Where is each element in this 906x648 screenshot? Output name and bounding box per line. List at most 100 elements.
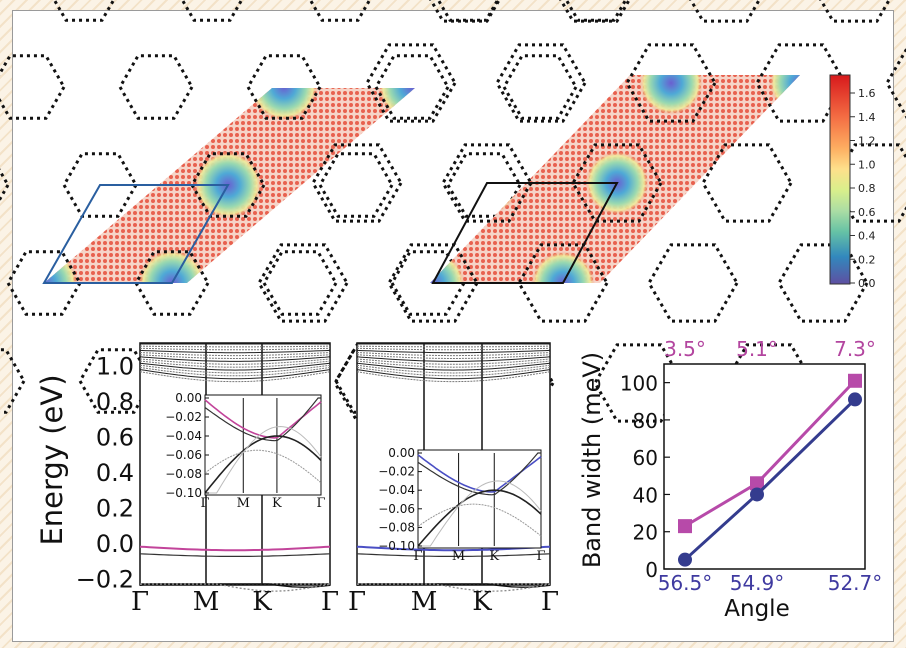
inset-k-label: K <box>272 496 282 511</box>
bandwidth-axis-label: Band width (meV) <box>578 352 606 568</box>
conduction-band-line <box>356 371 551 383</box>
inset-ytick-label: −0.02 <box>378 465 415 479</box>
angle-axis-label: Angle <box>724 596 789 622</box>
domain-wall <box>436 0 500 22</box>
conduction-band-line <box>139 362 331 371</box>
domain-wall <box>134 250 210 316</box>
k-point-label: Γ <box>541 587 559 617</box>
inset-k-label: Γ <box>413 549 422 564</box>
conduction-band-line <box>356 369 551 380</box>
inset-k-label: Γ <box>536 549 545 564</box>
inset-band-line <box>417 503 542 537</box>
energy-axis-label: Energy (eV) <box>35 374 69 545</box>
conduction-band-line <box>356 358 551 365</box>
inset-ytick-label: −0.06 <box>165 448 202 462</box>
bandwidth-point-square <box>750 476 764 491</box>
conduction-band-line <box>139 367 331 377</box>
colorbar-tick-label: 0.0 <box>858 277 876 290</box>
aa-region-spot <box>715 151 779 215</box>
bandwidth-chart: Band width (meV) Angle 0 20 40 60 80 100 56.5°… <box>578 337 882 622</box>
aa-region-spot <box>378 88 415 121</box>
angle-tick-label: 52.7° <box>828 571 883 595</box>
inset-band-line <box>418 480 542 547</box>
colorbar-tick-label: 0.2 <box>858 253 876 266</box>
inset-k-label: M <box>452 549 465 564</box>
inset-band-line <box>204 449 322 484</box>
conduction-band-line <box>356 367 551 377</box>
domain-wall <box>502 54 578 120</box>
bandwidth-point-circle <box>750 487 764 502</box>
aa-region-spot <box>50 0 118 23</box>
inset-ytick-label: 0.00 <box>388 446 415 460</box>
domain-wall <box>257 243 349 323</box>
inset-band-line <box>205 425 322 494</box>
domain-wall <box>390 250 466 316</box>
k-point-label: Γ <box>321 587 339 617</box>
colorbar-tick-label: 0.6 <box>858 206 876 219</box>
bandwidth-point-circle <box>848 392 862 407</box>
domain-wall <box>262 250 338 316</box>
inset-k-label: K <box>489 549 499 564</box>
aa-region-spot <box>44 88 62 121</box>
aa-region-spot <box>0 347 22 415</box>
angle-tick-label: 54.9° <box>730 571 785 595</box>
aa-region-spot <box>531 251 595 283</box>
valence-band-line <box>356 583 551 592</box>
domain-wall <box>429 0 501 23</box>
domain-wall <box>517 243 609 323</box>
inset-ytick-label: −0.06 <box>378 502 415 516</box>
aa-region-spot <box>509 75 573 115</box>
domain-wall <box>495 43 587 123</box>
aa-region-spot <box>563 0 627 15</box>
domain-wall <box>701 143 793 223</box>
domain-wall <box>0 168 10 202</box>
k-point-label: M <box>411 587 438 617</box>
flat-band <box>356 553 551 557</box>
conduction-band-line <box>139 369 331 380</box>
energy-tick-label: 0.2 <box>96 495 134 523</box>
unit-cell-left <box>42 184 230 284</box>
conduction-band-line <box>139 347 331 351</box>
inset-ytick-label: −0.04 <box>165 429 202 443</box>
colorbar-tick-label: 1.0 <box>858 158 876 171</box>
conduction-band-line <box>139 354 331 359</box>
domain-wall <box>246 54 322 120</box>
aa-region-spot <box>845 151 906 215</box>
inset-ytick-label: −0.10 <box>165 486 202 500</box>
domain-wall <box>78 348 154 414</box>
domain-wall <box>625 43 717 123</box>
energy-tick-label: −0.2 <box>76 566 134 594</box>
inset-k-label: Γ <box>316 496 325 511</box>
energy-tick-label: 0.8 <box>96 388 134 416</box>
conduction-band-line <box>139 356 331 362</box>
aa-region-spot <box>250 88 318 121</box>
k-point-label: M <box>193 587 220 617</box>
twist-angle-tick-label: 3.5° <box>664 337 706 361</box>
angle-tick-label: 56.5° <box>658 571 713 595</box>
domain-wall <box>180 0 244 22</box>
aa-region-spot <box>823 0 887 15</box>
k-point-label: K <box>252 587 272 617</box>
bandwidth-tick-label: 0 <box>645 558 658 582</box>
aa-region-spot <box>138 249 206 283</box>
domain-wall <box>819 0 891 23</box>
aa-region-spot <box>430 251 465 283</box>
colorbar-tick-label: 1.6 <box>858 87 876 100</box>
unit-cell-right <box>431 182 619 284</box>
bandwidth-tick-label: 40 <box>633 483 658 507</box>
domain-wall <box>647 243 739 323</box>
k-point-label: Γ <box>131 587 149 617</box>
twist-angle-tick-label: 7.3° <box>834 337 876 361</box>
inset-band-line <box>204 435 322 494</box>
aa-region-spot <box>661 251 725 283</box>
aa-region-spot <box>271 251 335 315</box>
domain-wall <box>308 0 372 22</box>
conduction-band-line <box>356 354 551 359</box>
inset-band-line <box>417 489 542 547</box>
domain-wall <box>374 54 450 120</box>
bandwidth-tick-label: 60 <box>633 446 658 470</box>
domain-wall <box>0 54 66 120</box>
aa-region-spot <box>639 75 703 115</box>
